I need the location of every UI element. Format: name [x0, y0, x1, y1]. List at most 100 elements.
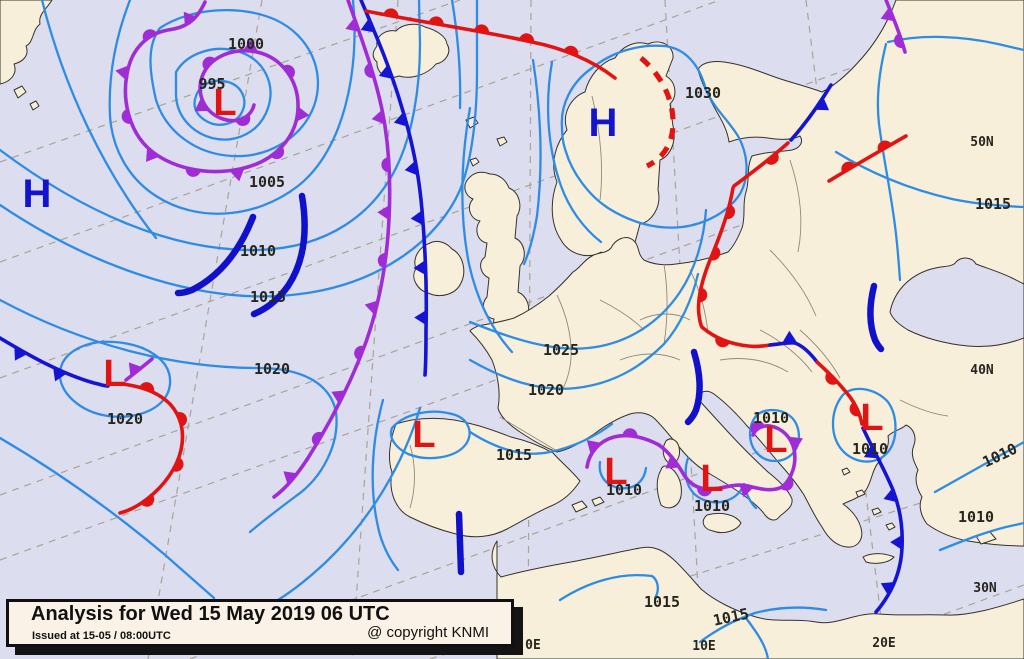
- occluded-front-symbol: [697, 488, 713, 497]
- pressure-label: 1020: [254, 360, 290, 378]
- occluded-front-symbol: [586, 440, 601, 454]
- occluded-front-italy: [657, 424, 797, 492]
- iceland-coast: [372, 23, 450, 78]
- occluded-front-symbol: [128, 362, 143, 377]
- cold-front-symbol: [404, 160, 418, 176]
- coordinate-label: 40N: [970, 363, 994, 378]
- low-pressure-center: L: [700, 458, 723, 500]
- warm-front-symbol: [563, 45, 579, 57]
- warm-front-symbol: [428, 16, 444, 26]
- occluded-front-symbol: [364, 63, 375, 78]
- warm-front-symbol: [519, 33, 535, 43]
- warm-front-baltic: [732, 141, 790, 188]
- pressure-label: 1030: [685, 84, 721, 102]
- occluded-front-symbol: [183, 11, 197, 26]
- occluded-front-symbol: [371, 109, 385, 125]
- warm-front-symbol: [725, 204, 736, 220]
- cold-front-symbol: [890, 534, 903, 550]
- cold-front-azores: [0, 336, 110, 388]
- black-sea: [889, 257, 1024, 347]
- pressure-label: 1010: [753, 409, 789, 427]
- occluded-front-symbol: [242, 39, 258, 52]
- cold-front-symbol: [378, 64, 393, 79]
- issued-timestamp: Issued at 15-05 / 08:00UTC: [32, 630, 171, 642]
- upper-warm-front-sweden: [639, 56, 676, 169]
- occluded-front-symbol: [781, 477, 794, 491]
- occluded-front-symbol: [115, 65, 129, 81]
- low-pressure-center: L: [103, 353, 126, 395]
- copyright-notice: @ copyright KNMI: [367, 624, 489, 641]
- occluded-front-symbol: [665, 455, 680, 469]
- warm-front-symbol: [765, 152, 779, 165]
- occluded-front-symbol: [296, 106, 310, 122]
- cold-front-symbol: [393, 112, 408, 127]
- cold-front-symbol: [814, 97, 830, 111]
- high-pressure-center: H: [23, 172, 52, 216]
- weather-fronts: [0, 0, 908, 614]
- occluded-front-symbol: [739, 483, 754, 498]
- cold-front-symbol: [782, 330, 798, 343]
- cold-front-symbol: [880, 582, 895, 596]
- cold-front-pannonia: [768, 340, 819, 364]
- warm-front-symbol: [139, 382, 155, 393]
- occluded-front-symbol: [283, 471, 298, 485]
- pressure-label: 995: [198, 75, 225, 93]
- warm-front-alps: [701, 326, 772, 349]
- pressure-label: 1020: [528, 381, 564, 399]
- warm-front-symbol: [172, 457, 184, 472]
- occluded-front-symbol: [271, 146, 285, 160]
- warm-front-norwegian-sea: [364, 9, 617, 80]
- warm-front-denmark: [696, 186, 735, 330]
- pressure-label: 1010: [958, 508, 994, 526]
- pressure-label: 1020: [107, 410, 143, 428]
- occluded-front-symbol: [229, 168, 245, 182]
- iberia-coast: [388, 417, 581, 538]
- occluded-front-symbol: [622, 428, 638, 437]
- warm-front-symbol: [177, 412, 188, 427]
- occluded-front-symbol: [381, 157, 390, 173]
- warm-front-symbol: [841, 161, 856, 173]
- occluded-front-symbol: [146, 147, 160, 162]
- occluded-front-symbol: [880, 7, 895, 22]
- north-africa-coast: [491, 540, 1024, 659]
- pressure-label: 1015: [250, 288, 286, 306]
- warm-front-symbol: [877, 140, 892, 152]
- coordinate-label: 10E: [692, 639, 715, 654]
- pressure-label: 1015: [975, 195, 1011, 213]
- low-pressure-center: L: [213, 82, 236, 124]
- analysis-info-box: Analysis for Wed 15 May 2019 06 UTC Issu…: [6, 599, 514, 647]
- pressure-label: 1010: [694, 497, 730, 515]
- occluded-front-symbol: [364, 300, 379, 315]
- coordinate-label: 30N: [973, 581, 997, 596]
- pressure-label: 1025: [543, 341, 579, 359]
- occluded-front-atlantic: [272, 0, 392, 499]
- cold-front-symbol: [53, 367, 67, 382]
- occluded-front-symbol: [185, 168, 201, 177]
- occluded-front-symbol: [121, 109, 132, 124]
- warm-front-ukraine: [827, 134, 908, 183]
- cold-front-symbol: [883, 488, 898, 503]
- warm-front-azores: [118, 382, 185, 515]
- occluded-front-symbol: [236, 114, 251, 126]
- occluded-front-symbol: [354, 345, 365, 361]
- occluded-front-symbol: [202, 56, 216, 70]
- occluded-front-symbol: [788, 436, 803, 451]
- occluded-front-spiral: [123, 0, 300, 174]
- occluded-front-symbol: [311, 431, 324, 446]
- occluded-front-symbol: [894, 33, 904, 49]
- pressure-label: 1000: [228, 35, 264, 53]
- warm-front-symbol: [715, 337, 730, 348]
- coordinate-label: 0E: [525, 638, 541, 653]
- pressure-label: 1010: [240, 242, 276, 260]
- warm-front-symbol: [710, 246, 721, 261]
- occluded-front-symbol: [282, 64, 295, 79]
- low-pressure-center: L: [764, 419, 787, 461]
- coordinate-label: 20E: [872, 636, 895, 651]
- occluded-front-symbol: [750, 421, 764, 434]
- occluded-front-symbol: [142, 29, 157, 41]
- occluded-front-symbol: [377, 252, 387, 268]
